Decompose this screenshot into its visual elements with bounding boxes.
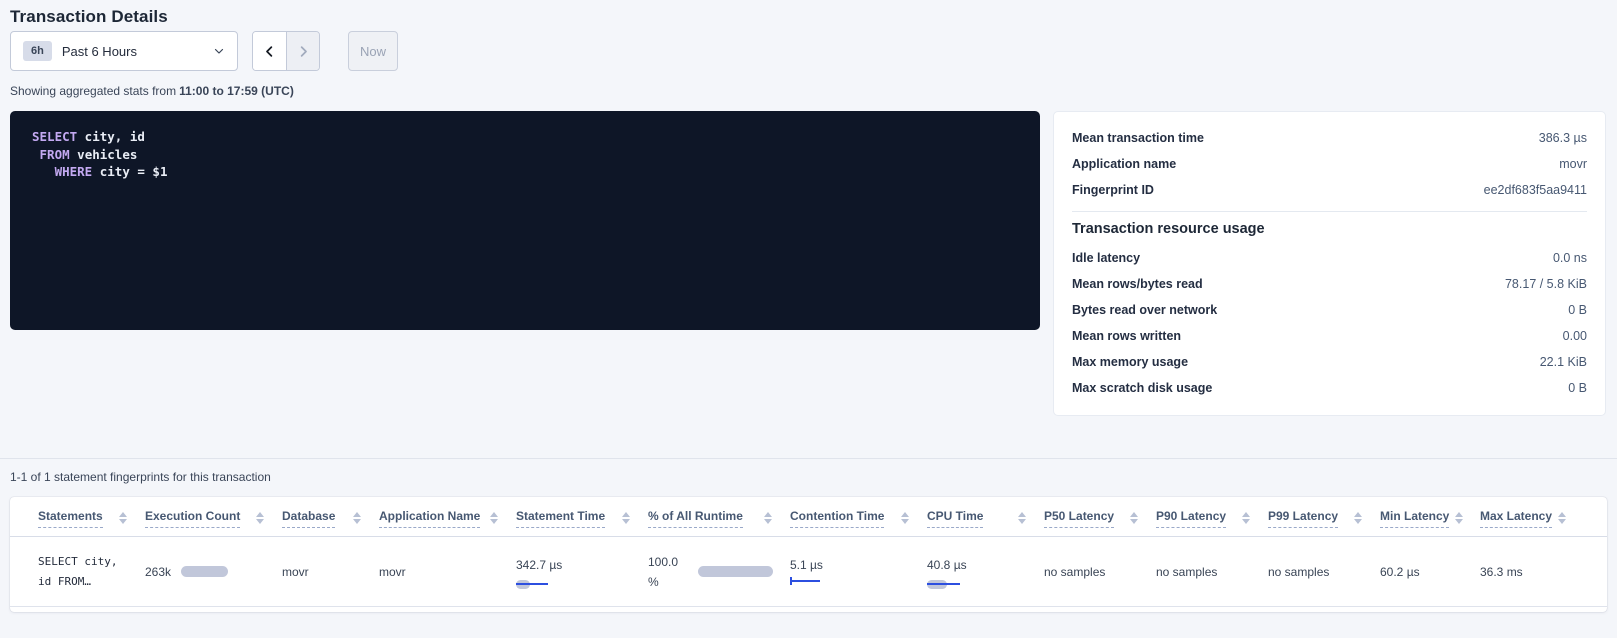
cell-application-name: movr — [379, 564, 406, 579]
sql-statement-box: SELECT city, id FROM vehicles WHERE city… — [10, 111, 1040, 330]
col-header-statements: Statements — [38, 509, 133, 528]
summary-row-fingerprint-id: Fingerprint ID ee2df683f5aa9411 — [1072, 183, 1587, 197]
time-interval-label: Past 6 Hours — [61, 43, 137, 59]
sort-arrows-icon[interactable] — [901, 512, 909, 524]
pct-runtime-bar — [698, 566, 773, 577]
cell-min-latency: 60.2 µs — [1380, 564, 1420, 579]
col-header-cpu-time: CPU Time — [927, 509, 1032, 528]
col-header-max-latency: Max Latency — [1480, 509, 1567, 528]
summary-row-mean-transaction-time: Mean transaction time 386.3 µs — [1072, 131, 1587, 145]
transaction-summary-panel: Mean transaction time 386.3 µs Applicati… — [1053, 111, 1606, 416]
divider — [1072, 211, 1587, 212]
time-interval-dropdown[interactable]: 6h Past 6 Hours — [10, 31, 238, 71]
col-header-statement-time: Statement Time — [516, 509, 636, 528]
time-window-arrows — [252, 31, 320, 71]
sort-arrows-icon[interactable] — [1558, 512, 1567, 524]
col-header-pct-of-all-runtime: % of All Runtime — [648, 509, 778, 528]
execution-count-bar — [181, 566, 229, 577]
cpu-time-bar — [927, 579, 1032, 589]
cell-p50-latency: no samples — [1044, 564, 1106, 579]
resource-row-bytes-read-over-network: Bytes read over network 0 B — [1072, 303, 1587, 317]
next-time-window-button[interactable] — [286, 32, 319, 70]
previous-time-window-button[interactable] — [253, 32, 286, 70]
table-row: SELECT city, id FROM… 263k movr movr 342… — [10, 537, 1607, 607]
cell-max-latency: 36.3 ms — [1480, 564, 1523, 579]
col-header-contention-time: Contention Time — [790, 509, 915, 528]
sort-arrows-icon[interactable] — [490, 512, 498, 524]
cell-pct-of-all-runtime: 100.0 % — [648, 552, 778, 592]
page-title: Transaction Details — [10, 7, 168, 26]
sql-line: FROM vehicles — [39, 146, 138, 162]
resource-row-mean-rows-bytes-read: Mean rows/bytes read 78.17 / 5.8 KiB — [1072, 277, 1587, 291]
cell-contention-time: 5.1 µs — [790, 558, 915, 586]
time-controls: 6h Past 6 Hours Now — [10, 31, 1607, 71]
cell-p99-latency: no samples — [1268, 564, 1330, 579]
summary-row-application-name: Application name movr — [1072, 157, 1587, 171]
resource-row-mean-rows-written: Mean rows written 0.00 — [1072, 329, 1587, 343]
now-button[interactable]: Now — [348, 31, 399, 71]
sort-arrows-icon[interactable] — [353, 512, 361, 524]
statements-table-header: Statements Execution Count Database Appl… — [10, 497, 1607, 537]
resource-row-max-scratch-disk-usage: Max scratch disk usage 0 B — [1072, 381, 1587, 395]
contention-time-bar — [790, 576, 915, 586]
statement-fingerprints-caption: 1-1 of 1 statement fingerprints for this… — [10, 470, 271, 484]
cell-cpu-time: 40.8 µs — [927, 555, 1032, 589]
resource-row-idle-latency: Idle latency 0.0 ns — [1072, 251, 1587, 265]
sql-line: WHERE city = $1 — [54, 164, 168, 179]
chevron-right-icon — [296, 44, 311, 59]
cell-execution-count: 263k — [145, 565, 270, 579]
col-header-application-name: Application Name — [379, 509, 504, 528]
resource-row-max-memory-usage: Max memory usage 22.1 KiB — [1072, 355, 1587, 369]
statements-table: Statements Execution Count Database Appl… — [10, 497, 1607, 612]
chevron-left-icon — [262, 44, 277, 59]
sort-arrows-icon[interactable] — [1018, 512, 1026, 524]
aggregated-stats-caption: Showing aggregated stats from 11:00 to 17… — [10, 84, 294, 98]
resource-usage-heading: Transaction resource usage — [1072, 221, 1265, 237]
cell-database: movr — [282, 564, 309, 579]
sort-arrows-icon[interactable] — [622, 512, 630, 524]
col-header-p90-latency: P90 Latency — [1156, 509, 1256, 528]
sql-line: SELECT city, id — [32, 129, 145, 144]
sort-arrows-icon[interactable] — [256, 512, 264, 524]
sort-arrows-icon[interactable] — [1354, 512, 1362, 524]
col-header-database: Database — [282, 509, 367, 528]
sort-arrows-icon[interactable] — [119, 512, 127, 524]
cell-p90-latency: no samples — [1156, 564, 1218, 579]
statement-fingerprint-link[interactable]: SELECT city, id FROM… — [38, 554, 118, 588]
chevron-down-icon — [213, 45, 225, 57]
sort-arrows-icon[interactable] — [1455, 512, 1464, 524]
col-header-p50-latency: P50 Latency — [1044, 509, 1144, 528]
cell-statement-time: 342.7 µs — [516, 555, 636, 589]
col-header-min-latency: Min Latency — [1380, 509, 1468, 528]
sort-arrows-icon[interactable] — [1242, 512, 1250, 524]
statement-time-bar — [516, 579, 636, 589]
col-header-p99-latency: P99 Latency — [1268, 509, 1368, 528]
col-header-execution-count: Execution Count — [145, 509, 270, 528]
sort-arrows-icon[interactable] — [764, 512, 772, 524]
sort-arrows-icon[interactable] — [1130, 512, 1138, 524]
interval-badge: 6h — [23, 41, 52, 61]
divider — [0, 458, 1617, 459]
